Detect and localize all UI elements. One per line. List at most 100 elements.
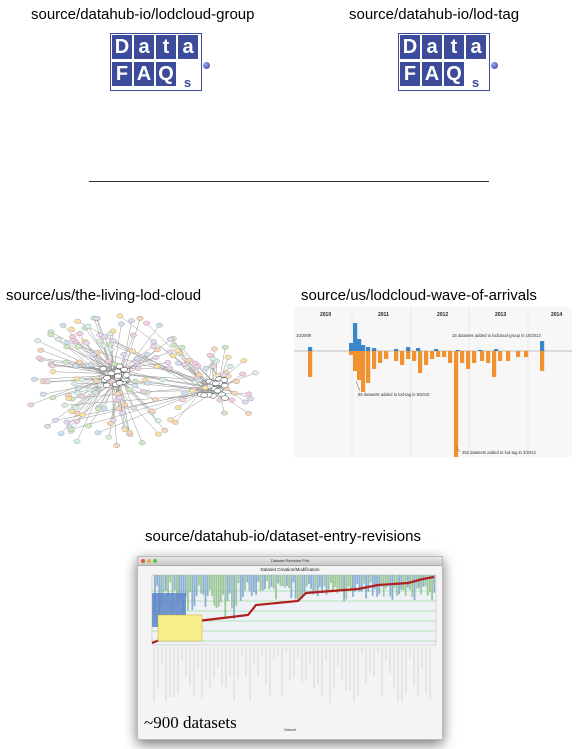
lod-node [57,431,65,437]
annotation-start: 10/2009 [296,333,312,338]
year-label: 2011 [378,312,389,318]
lod-hub-node [212,380,220,387]
bar-group [394,349,399,351]
lod-node [94,406,102,411]
year-label: 2012 [437,312,448,318]
lod-node [202,365,210,371]
bar-tag [460,351,465,363]
plot-title: Dataset Creation/Modification [260,567,320,572]
lod-node [130,405,137,411]
lod-node [131,383,139,389]
lod-node [105,434,113,440]
bar-group [357,339,362,351]
lod-node [221,345,229,350]
lod-node [121,402,129,408]
lod-node [63,340,71,345]
lod-node [125,387,133,393]
lod-node [169,353,177,359]
bar-tag [524,351,529,357]
lod-node [69,334,76,339]
lod-node [92,390,99,395]
lod-node [84,323,92,329]
bar-tag [480,351,485,361]
lod-node [174,405,182,410]
lod-node [194,363,202,369]
lod-node [63,344,71,350]
revision-plot-screenshot: Dataset Revision Plot Dataset Creation/M… [137,556,443,740]
lod-node [245,410,252,416]
bar-tag [448,351,453,363]
lod-node [139,389,147,394]
source-label-dataset-entry-revisions: source/datahub-io/dataset-entry-revision… [145,528,421,545]
lod-hub-node [200,392,209,398]
lod-node [241,399,249,405]
source-label-living-lod-cloud: source/us/the-living-lod-cloud [6,287,202,304]
lod-node [113,443,121,448]
lod-node [239,371,246,377]
lod-node [100,406,108,411]
year-label: 2014 [551,312,562,318]
bar-tag [406,351,411,359]
section-divider [89,181,489,182]
lod-node [85,423,93,429]
lod-node [195,372,203,378]
lod-node [74,344,82,349]
lod-node [153,347,161,353]
revision-plot: Dataset Creation/Modification Dataset [151,567,437,732]
lod-hub-node [114,373,122,379]
lod-node [138,440,146,446]
bar-tag [442,351,447,357]
lod-node [76,359,83,365]
lod-node [71,381,78,387]
lod-node [128,318,135,323]
lod-node [107,421,114,426]
bar-tag [308,351,313,377]
source-label-lod-tag: source/datahub-io/lod-tag [349,6,520,23]
logo-letter: a [134,35,154,59]
wave-of-arrivals-chart: 2010 2011 2012 2013 2014 10/2009 15 data… [294,307,572,457]
logo-suffix: s [184,75,192,90]
logo-letter: A [134,62,154,86]
minimize-icon [147,559,151,563]
bar-tag [472,351,477,363]
lod-node [31,376,38,382]
lod-node [49,369,57,375]
lod-hub-node [120,366,128,373]
lod-hub-node [115,380,124,386]
lod-node [155,431,162,437]
lod-node [92,378,100,384]
lod-node [62,359,70,365]
bar-group [406,347,411,351]
bar-tag [492,351,497,377]
logo-letter: a [178,35,198,59]
lod-node [174,348,181,354]
bar-tag [384,351,389,359]
close-icon [141,559,145,563]
lod-node [209,356,217,362]
bar-tag [516,351,521,357]
lod-node [35,355,43,361]
lod-node [55,337,62,342]
lod-node [156,322,163,328]
lod-hub-node [221,395,229,401]
lod-node [49,395,57,401]
logo-suffix: s [472,75,480,90]
lod-hub-node [107,370,116,377]
lod-node [63,419,71,425]
bar-group [361,345,366,351]
bar-tag [430,351,435,359]
year-label: 2010 [320,312,331,318]
lod-node [181,362,188,367]
bar-tag [361,351,366,392]
lod-node [104,358,112,364]
lod-node [52,417,59,423]
lod-hub-node [213,388,222,394]
bar-tag [486,351,491,363]
lod-hub-node [115,363,124,369]
lod-node [39,391,47,397]
lod-node [73,419,81,424]
bar-group [349,343,354,351]
lod-node [135,365,142,371]
lod-node [178,344,186,350]
lod-node [44,423,51,429]
